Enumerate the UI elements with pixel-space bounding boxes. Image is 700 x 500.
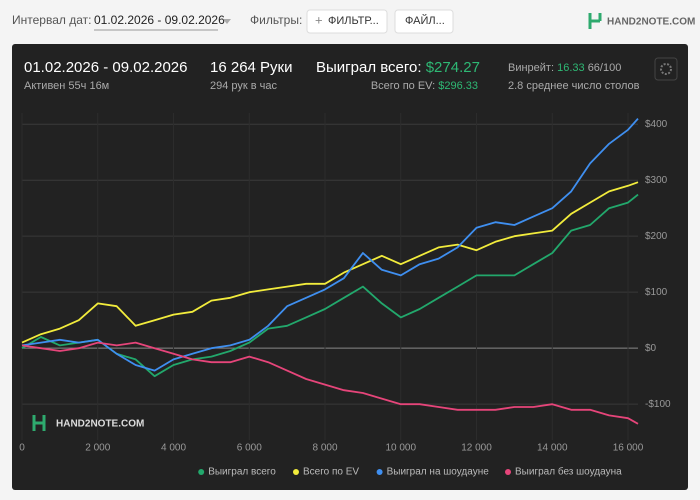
won-label-text: Выиграл всего:	[316, 59, 422, 76]
x-tick-label: 2 000	[85, 443, 110, 454]
series-line	[21, 181, 639, 344]
winrate-label: Винрейт:	[508, 62, 554, 74]
plot: -$100 $0 $100 $200 $300 $400 0 2 000 4 000 6 000 8…	[19, 113, 671, 478]
watermark-icon	[32, 415, 46, 431]
panel	[12, 44, 688, 490]
logo: HAND2NOTE.COM	[607, 17, 695, 28]
series-line	[21, 193, 639, 378]
file-button-text: ФАЙЛ...	[405, 14, 445, 27]
x-tick-label: 10 000	[385, 443, 416, 454]
y-tick-label: $300	[645, 175, 668, 186]
winrate: Винрейт: 16.33 66/100	[508, 62, 621, 74]
plus-icon: +	[315, 12, 323, 27]
x-tick-label: 0	[19, 443, 25, 454]
watermark: HAND2NOTE.COM	[56, 419, 144, 430]
file-button[interactable]	[394, 9, 454, 34]
series-line	[21, 341, 639, 425]
ev-value: $296.33	[438, 80, 478, 92]
y-tick-label: $200	[645, 231, 668, 242]
winrate-value: 16.33	[557, 62, 585, 74]
date-range[interactable]: 01.02.2026 - 09.02.2026	[94, 13, 225, 27]
won-label: Выиграл всего: $274.27	[316, 59, 480, 76]
tables: 2.8 среднее число столов	[508, 80, 640, 92]
x-tick-label: 12 000	[461, 443, 492, 454]
legend-marker	[505, 469, 511, 475]
gear-icon	[660, 63, 672, 75]
x-tick-label: 16 000	[613, 443, 644, 454]
settings-button[interactable]	[654, 57, 678, 81]
legend-label: Всего по EV	[303, 467, 359, 478]
period: 01.02.2026 - 09.02.2026	[24, 59, 187, 76]
series-line	[21, 118, 639, 372]
y-tick-label: -$100	[645, 399, 671, 410]
x-tick-label: 8 000	[312, 443, 337, 454]
legend-marker	[376, 469, 383, 475]
filter-button-text: ФИЛЬТР...	[328, 15, 379, 27]
x-tick-label: 14 000	[537, 443, 568, 454]
legend-label: Выиграл без шоудауна	[515, 466, 622, 478]
ev-label: Всего по EV: $296.33	[371, 80, 478, 92]
filters-label: Фильтры:	[250, 13, 302, 27]
legend-label: Выиграл всего	[208, 467, 276, 478]
logo-icon	[588, 13, 602, 29]
hands-per-hour: 294 рук в час	[210, 80, 278, 92]
winrate-unit: 66/100	[588, 62, 622, 74]
legend-marker	[293, 469, 299, 475]
date-label: Интервал дат:	[12, 13, 91, 27]
x-tick-label: 4 000	[161, 443, 186, 454]
legend-label: Выиграл на шоудауне	[387, 467, 490, 478]
y-tick-label: $100	[645, 287, 668, 298]
filter-button[interactable]	[306, 9, 388, 34]
legend-marker	[198, 469, 205, 475]
ev-label-text: Всего по EV:	[371, 80, 435, 92]
hands: 16 264 Руки	[210, 59, 293, 76]
y-tick-label: $400	[645, 119, 668, 130]
active-time: Активен 55ч 16м	[24, 80, 109, 92]
x-tick-label: 6 000	[237, 443, 262, 454]
won-value: $274.27	[426, 59, 480, 76]
y-tick-label: $0	[645, 343, 657, 354]
dropdown-arrow[interactable]	[223, 19, 231, 24]
